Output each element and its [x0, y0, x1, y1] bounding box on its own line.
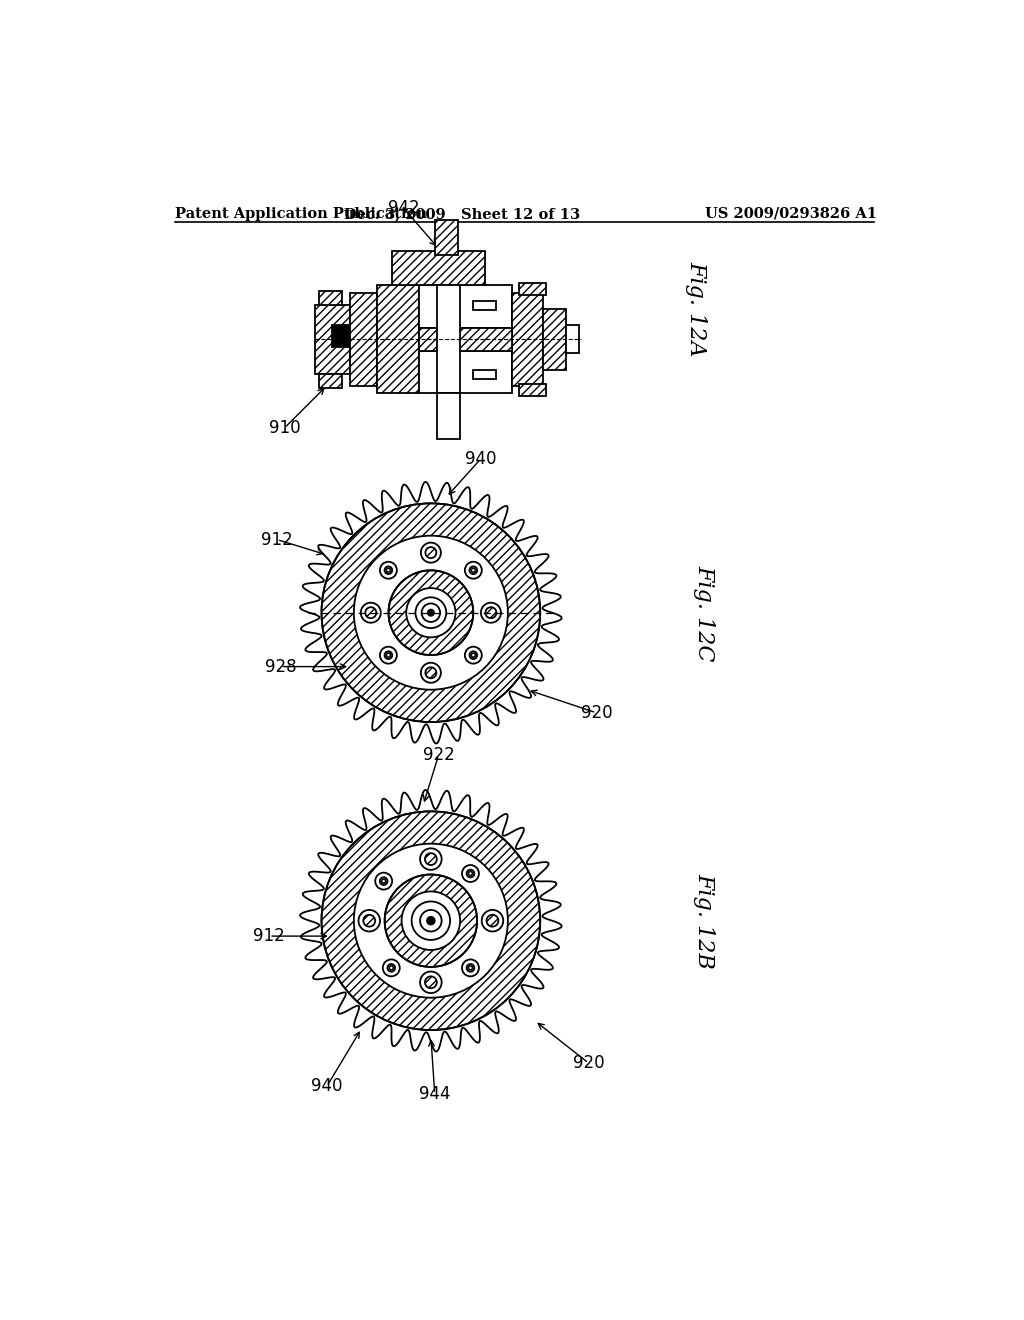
- Circle shape: [385, 566, 392, 574]
- Bar: [519, 384, 547, 396]
- Bar: [437, 285, 460, 393]
- Circle shape: [366, 607, 376, 618]
- Circle shape: [420, 972, 441, 993]
- Bar: [319, 374, 342, 388]
- Circle shape: [471, 569, 475, 572]
- Text: 940: 940: [465, 450, 497, 467]
- Bar: [419, 327, 512, 351]
- Circle shape: [428, 610, 434, 615]
- Text: Fig. 12B: Fig. 12B: [693, 873, 715, 969]
- Circle shape: [427, 917, 435, 924]
- Circle shape: [322, 812, 541, 1030]
- Text: Fig. 12C: Fig. 12C: [693, 565, 715, 661]
- Text: 920: 920: [581, 704, 612, 722]
- Circle shape: [425, 667, 436, 678]
- Text: 912: 912: [261, 531, 293, 549]
- Text: 922: 922: [423, 746, 455, 764]
- Circle shape: [412, 902, 451, 940]
- Circle shape: [481, 603, 501, 623]
- Circle shape: [388, 570, 473, 655]
- Circle shape: [465, 647, 482, 664]
- Circle shape: [354, 536, 508, 689]
- Circle shape: [407, 589, 456, 638]
- Circle shape: [354, 843, 508, 998]
- Text: 944: 944: [419, 1085, 451, 1104]
- Circle shape: [421, 543, 441, 562]
- Circle shape: [375, 873, 392, 890]
- Text: 940: 940: [311, 1077, 343, 1096]
- Circle shape: [462, 865, 479, 882]
- Circle shape: [486, 915, 499, 927]
- Bar: [565, 326, 580, 354]
- Circle shape: [422, 603, 440, 622]
- Bar: [377, 285, 419, 393]
- Circle shape: [467, 870, 474, 878]
- Bar: [419, 351, 512, 393]
- Text: Fig. 12A: Fig. 12A: [685, 261, 708, 356]
- Bar: [319, 290, 342, 305]
- Bar: [419, 285, 512, 327]
- Bar: [392, 251, 484, 285]
- Circle shape: [385, 875, 477, 968]
- Text: Dec. 3, 2009   Sheet 12 of 13: Dec. 3, 2009 Sheet 12 of 13: [344, 207, 580, 220]
- Circle shape: [462, 960, 479, 977]
- Circle shape: [386, 653, 390, 657]
- Text: 910: 910: [268, 418, 300, 437]
- Circle shape: [469, 871, 472, 875]
- Circle shape: [358, 909, 380, 932]
- Circle shape: [485, 607, 497, 618]
- Circle shape: [387, 964, 395, 972]
- Circle shape: [383, 960, 399, 977]
- Text: Patent Application Publication: Patent Application Publication: [175, 207, 427, 220]
- Bar: [333, 326, 349, 347]
- Circle shape: [364, 915, 375, 927]
- Bar: [543, 309, 565, 370]
- Circle shape: [425, 546, 436, 558]
- Polygon shape: [300, 789, 561, 1052]
- Circle shape: [360, 603, 381, 623]
- Text: 912: 912: [253, 927, 285, 945]
- Circle shape: [380, 878, 387, 884]
- Bar: [512, 293, 543, 385]
- Bar: [519, 284, 547, 294]
- Text: US 2009/0293826 A1: US 2009/0293826 A1: [706, 207, 878, 220]
- Circle shape: [467, 964, 474, 972]
- Bar: [315, 305, 350, 374]
- Circle shape: [380, 562, 397, 578]
- Circle shape: [416, 597, 446, 628]
- Circle shape: [385, 651, 392, 659]
- Circle shape: [469, 966, 472, 970]
- Text: 928: 928: [265, 657, 297, 676]
- Text: 942: 942: [388, 199, 420, 218]
- Circle shape: [322, 503, 541, 722]
- Bar: [437, 393, 460, 440]
- Circle shape: [421, 663, 441, 682]
- Circle shape: [401, 891, 460, 950]
- Text: 920: 920: [572, 1055, 604, 1072]
- Circle shape: [469, 566, 477, 574]
- Bar: [435, 220, 458, 255]
- Circle shape: [382, 879, 386, 883]
- Circle shape: [389, 966, 393, 970]
- Circle shape: [420, 849, 441, 870]
- Bar: [473, 301, 497, 310]
- Circle shape: [380, 647, 397, 664]
- Circle shape: [471, 653, 475, 657]
- Circle shape: [469, 651, 477, 659]
- Polygon shape: [300, 482, 561, 743]
- Circle shape: [386, 569, 390, 572]
- Circle shape: [425, 853, 437, 865]
- Circle shape: [481, 909, 503, 932]
- Bar: [473, 370, 497, 379]
- Bar: [350, 293, 377, 385]
- Circle shape: [420, 909, 441, 932]
- Circle shape: [465, 562, 482, 578]
- Circle shape: [425, 977, 437, 989]
